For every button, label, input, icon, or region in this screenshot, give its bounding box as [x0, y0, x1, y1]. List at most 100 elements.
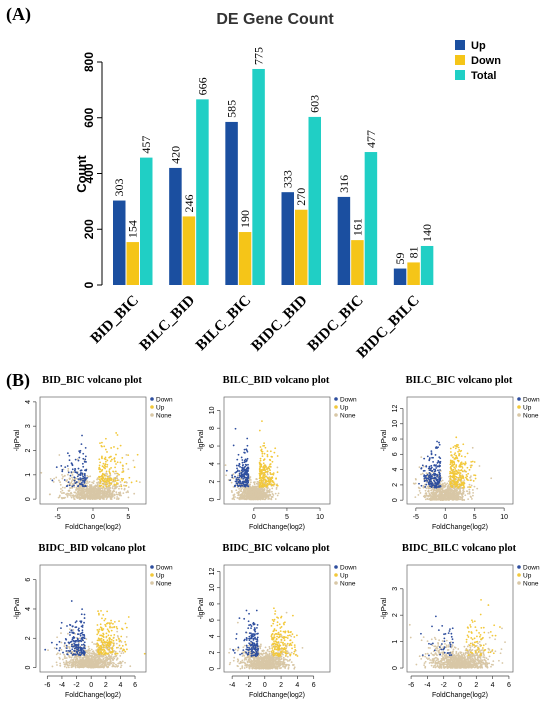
legend-label-down: Down — [523, 397, 540, 404]
y-tick-label: 600 — [82, 107, 96, 127]
point-none — [92, 656, 95, 659]
point-none — [112, 485, 114, 488]
point-none — [96, 483, 99, 486]
point-down — [425, 479, 428, 481]
point-down — [84, 484, 87, 487]
point-down — [74, 621, 77, 624]
bar-down — [182, 216, 196, 285]
point-down — [242, 482, 245, 485]
point-up — [449, 467, 452, 469]
point-none — [274, 492, 277, 495]
point-none — [88, 490, 91, 492]
point-none — [95, 498, 98, 500]
point-down — [236, 458, 239, 461]
point-down — [81, 473, 84, 476]
point-up — [471, 460, 474, 463]
point-none — [97, 488, 99, 491]
point-none — [62, 475, 64, 478]
point-none — [109, 474, 112, 477]
point-none — [109, 498, 112, 500]
x-tick-label: -5 — [413, 514, 419, 521]
point-none — [454, 497, 457, 500]
point-up — [258, 486, 261, 488]
point-down — [84, 446, 87, 449]
point-up — [100, 470, 103, 472]
point-none — [79, 659, 82, 661]
point-none — [459, 490, 462, 493]
legend-label-up: Up — [340, 405, 349, 412]
point-up — [461, 467, 464, 469]
point-none — [276, 466, 279, 469]
point-none — [254, 494, 257, 497]
point-down — [439, 477, 442, 479]
point-down — [81, 626, 84, 628]
x-axis-label: FoldChange(log2) — [432, 524, 488, 531]
bar-up — [281, 192, 294, 285]
point-none — [240, 498, 243, 500]
point-up — [104, 477, 107, 480]
point-none — [421, 472, 424, 475]
point-none — [115, 642, 118, 645]
point-none — [125, 636, 128, 638]
point-up — [266, 450, 269, 453]
point-up — [101, 478, 103, 481]
bar-value-label: 303 — [112, 179, 126, 197]
point-none — [121, 660, 124, 663]
point-none — [106, 666, 109, 669]
point-none — [58, 479, 60, 482]
point-none — [452, 492, 455, 495]
point-down — [82, 636, 85, 639]
point-none — [119, 481, 122, 483]
x-category-label: BID_BIC — [88, 293, 142, 347]
point-none — [259, 498, 262, 501]
point-up — [458, 454, 460, 457]
point-down — [439, 460, 442, 463]
point-down — [430, 452, 433, 455]
point-down — [433, 468, 435, 471]
point-none — [255, 486, 258, 489]
point-down — [71, 643, 73, 646]
point-none — [93, 660, 96, 663]
point-none — [98, 496, 101, 498]
point-none — [111, 653, 114, 656]
point-none — [242, 488, 245, 491]
point-up — [259, 472, 262, 474]
point-none — [448, 491, 451, 494]
point-none — [85, 660, 88, 663]
point-none — [249, 483, 251, 486]
point-up — [454, 483, 456, 486]
point-none — [431, 491, 434, 494]
point-up — [101, 473, 104, 476]
point-none — [111, 487, 114, 490]
legend-swatch-down — [455, 55, 465, 65]
point-none — [89, 475, 92, 478]
point-down — [83, 460, 86, 463]
point-none — [119, 661, 122, 663]
point-down — [55, 466, 58, 469]
point-none — [125, 481, 128, 484]
point-none — [81, 495, 84, 498]
point-down — [430, 483, 433, 485]
point-up — [271, 479, 274, 482]
point-down — [438, 472, 441, 475]
point-none — [83, 497, 85, 500]
point-up — [474, 477, 477, 480]
point-down — [78, 483, 81, 485]
point-up — [99, 470, 101, 473]
point-down — [243, 475, 245, 478]
point-down — [436, 475, 438, 478]
point-none — [471, 489, 474, 491]
point-none — [433, 488, 436, 491]
point-down — [243, 476, 246, 479]
point-none — [70, 666, 73, 669]
legend-label-up: Up — [523, 405, 532, 412]
point-up — [125, 484, 128, 487]
point-none — [473, 485, 476, 488]
point-none — [435, 491, 438, 494]
point-up — [116, 472, 119, 475]
point-up — [449, 463, 452, 466]
point-none — [61, 489, 64, 492]
point-up — [463, 482, 466, 485]
point-up — [452, 473, 455, 476]
point-none — [87, 494, 90, 497]
